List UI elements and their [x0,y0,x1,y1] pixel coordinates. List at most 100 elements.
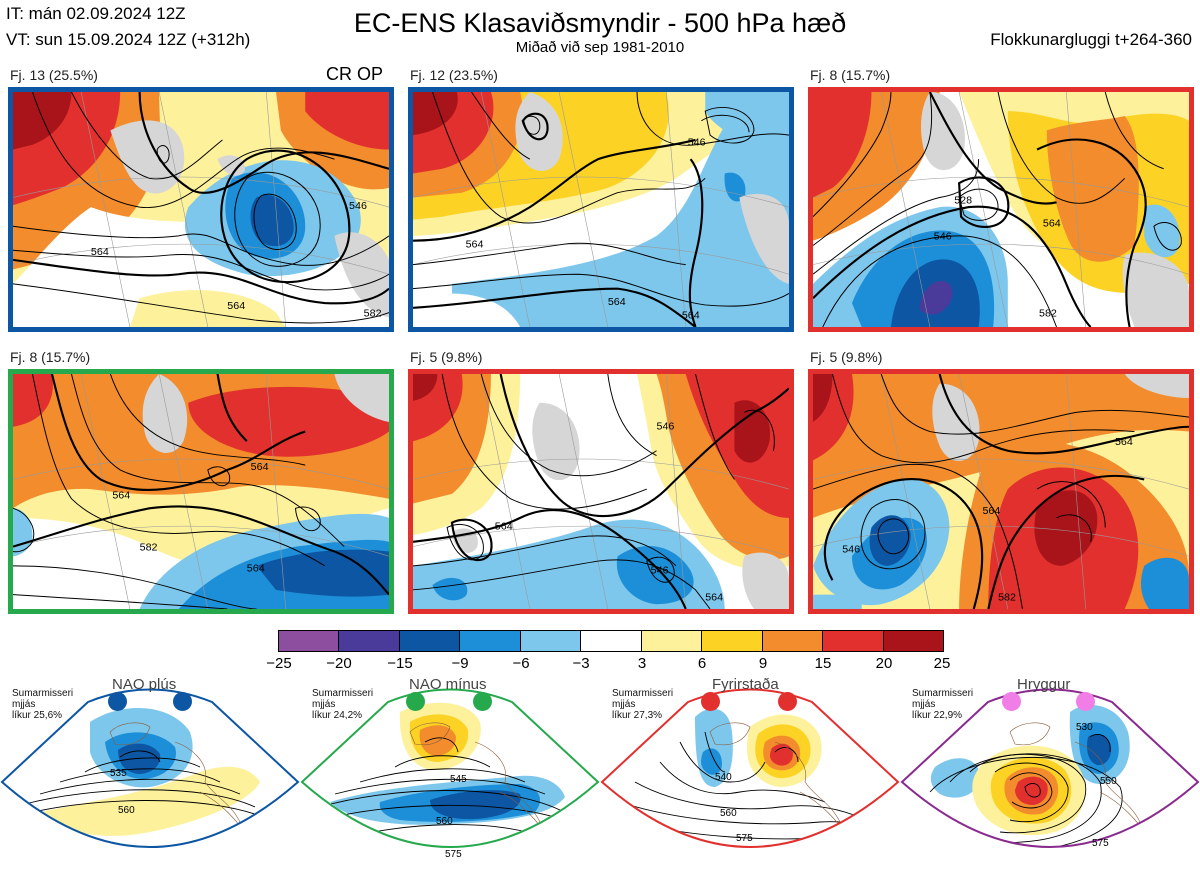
colorbar-tick: −25 [266,655,292,672]
colorbar-swatch [581,631,642,651]
contour-label: 546 [651,565,669,577]
contour-label: 560 [118,805,135,816]
contour-label: 582 [364,308,382,320]
colorbar-swatch [339,631,400,651]
colorbar-swatch [279,631,340,651]
contour-label: 575 [736,833,753,844]
regime-info: Sumarmisseri mjjás líkur 22,9% [912,688,974,721]
regime-dot [701,692,720,711]
contour-label: 564 [982,505,1000,517]
contour-label: 564 [682,309,700,321]
contour-label: 564 [495,520,513,532]
classification-window: Flokkunargluggi t+264-360 [990,30,1192,49]
contour-label: 564 [112,490,130,502]
page-title: EC-ENS Klasaviðsmyndir - 500 hPa hæð [353,8,847,38]
valid-time: VT: sun 15.09.2024 12Z (+312h) [6,30,251,49]
cluster-label: Fj. 5 (9.8%) [410,349,483,365]
regime-frame [600,688,900,848]
colorbar-swatch [641,631,703,651]
colorbar-tick: 15 [814,655,832,672]
regime-nao-minus: 545 560 575 NAO mínus Sumarmisseri mjjás l… [300,672,600,872]
contour-label: 564 [705,591,723,603]
cluster-label: Fj. 12 (23.5%) [410,67,498,83]
colorbar-tick: −9 [451,655,469,672]
regime-dot [173,692,192,711]
cluster-map-5: 546 564 546 564 [408,369,794,614]
contour-label: 545 [450,774,467,785]
cluster-label: Fj. 5 (9.8%) [810,349,883,365]
contour-label: 535 [110,768,127,779]
colorbar-swatch [823,631,884,651]
colorbar-tick: 20 [875,655,893,672]
contour-label: 560 [436,816,453,827]
cluster-label: Fj. 8 (15.7%) [810,67,891,83]
control-run-tag: CR OP [326,64,384,84]
contour-label: 546 [842,543,860,555]
regime-ridge: 530 550 575 Hryggur Sumarmisseri mjjás lík… [900,672,1200,872]
cluster-map-4: 564 564 582 564 [8,369,394,614]
contour-label: 530 [1076,722,1093,733]
regime-info: Sumarmisseri mjjás líkur 24,2% [312,688,374,721]
contour-label: 564 [608,296,626,308]
cluster-map-1: 546 564 564 582 [8,87,394,332]
regime-frame [300,688,600,848]
regime-nao-plus: 535 560 NAO plús Sumarmisseri mjjás líkur … [0,672,300,872]
regime-dot [1002,692,1021,711]
contour-label: 582 [998,591,1016,603]
contour-label: 564 [227,300,245,312]
colorbar-tick: 9 [758,655,768,672]
colorbar-swatch [399,631,461,651]
contour-label: 546 [657,421,675,433]
contour-label: 564 [247,563,265,575]
regime-dot [473,692,492,711]
colorbar-tick: 25 [933,655,951,672]
colorbar-tick: −3 [572,655,590,672]
colorbar-swatch [460,631,521,651]
regime-title: NAO mínus [409,676,487,693]
contour-label: 540 [715,772,732,783]
contour-label: 564 [466,238,484,250]
regime-info: Sumarmisseri mjjás líkur 25,6% [12,688,74,721]
colorbar-swatch [702,631,763,651]
initial-time: IT: mán 02.09.2024 12Z [6,4,186,23]
contour-label: 575 [1092,838,1109,849]
regime-dot [778,692,797,711]
contour-label: 575 [445,849,462,860]
colorbar-swatch [762,631,824,651]
regime-dot [108,692,127,711]
contour-label: 564 [251,461,269,473]
colorbar [278,630,944,652]
cluster-map-6: 546 564 564 582 [808,369,1194,614]
colorbar-tick: −6 [512,655,530,672]
contour-label: 560 [720,808,737,819]
page-subtitle: Miðað við sep 1981-2010 [515,39,685,56]
cluster-map-3: 528 546 564 582 [808,87,1194,332]
cluster-label: Fj. 13 (25.5%) [10,67,98,83]
contour-label: 582 [1039,308,1057,320]
colorbar-tick: −20 [326,655,352,672]
regime-frame [0,688,300,848]
colorbar-tick: 3 [637,655,647,672]
regime-title: Fyrirstaða [712,676,779,693]
regime-info: Sumarmisseri mjjás líkur 27,3% [612,688,674,721]
contour-label: 528 [954,194,972,206]
contour-label: 564 [91,246,109,258]
colorbar-tick: 6 [697,655,707,672]
regime-blocking: 540 560 575 Fyrirstaða Sumarmisseri mjjás… [600,672,900,872]
regime-title: NAO plús [112,676,177,693]
regime-dot [1076,692,1095,711]
contour-label: 546 [934,231,952,243]
contour-label: 546 [688,137,706,149]
regime-frame [900,688,1200,848]
cluster-map-2: 546 564 564 564 [408,87,794,332]
contour-label: 546 [349,200,367,212]
contour-label: 582 [140,542,158,554]
regime-title: Hryggur [1017,676,1071,693]
contour-label: 564 [1043,217,1061,229]
regime-dot [406,692,425,711]
contour-label: 564 [1115,436,1133,448]
colorbar-tick: −15 [387,655,413,672]
contour-label: 550 [1100,776,1117,787]
cluster-label: Fj. 8 (15.7%) [10,349,91,365]
colorbar-swatch [883,631,943,651]
